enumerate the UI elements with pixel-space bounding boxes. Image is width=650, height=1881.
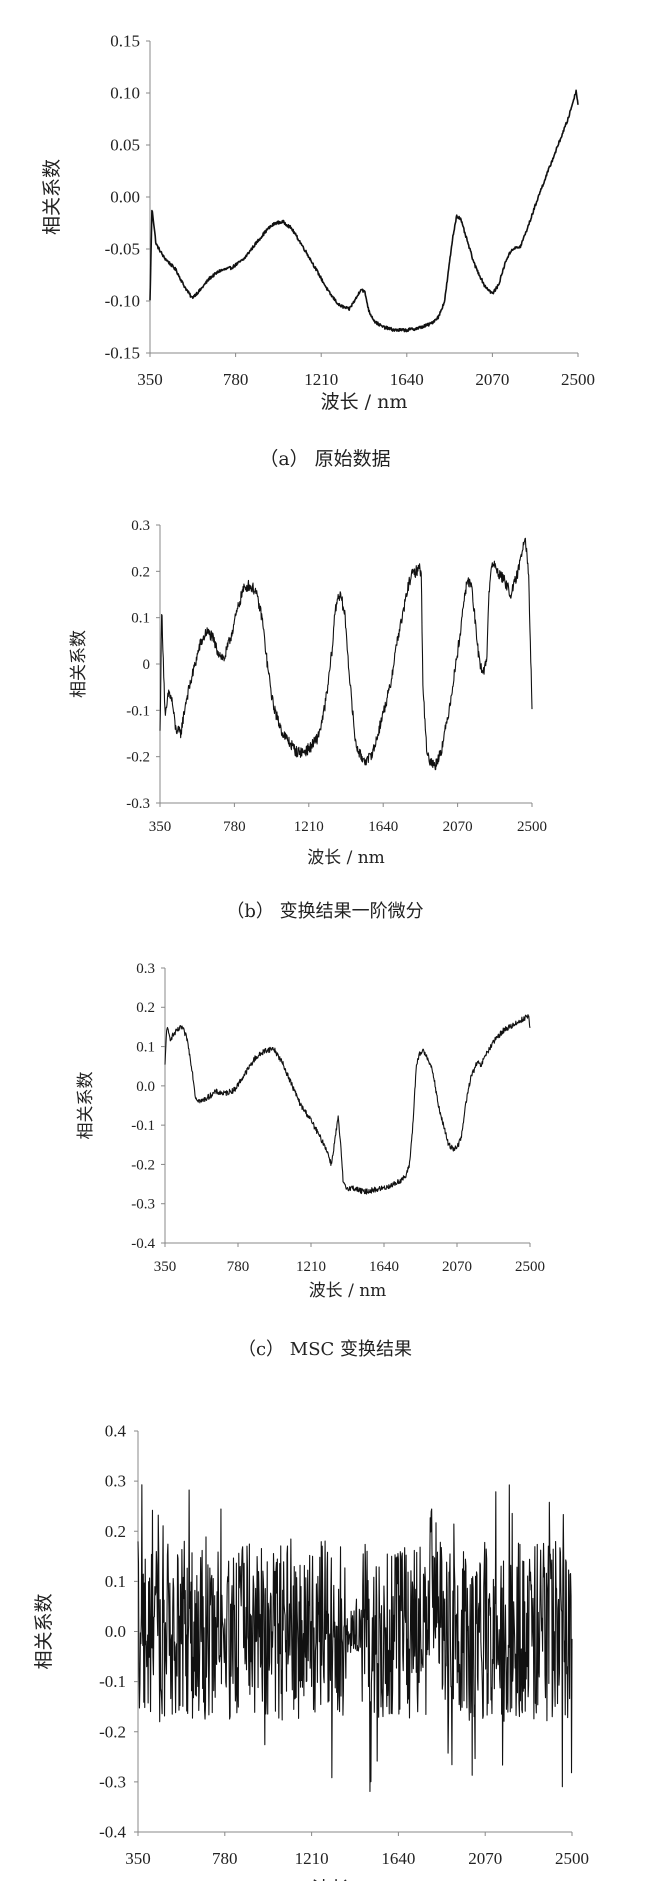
y-tick-label: 0.2 bbox=[136, 1000, 155, 1016]
series-line bbox=[149, 89, 579, 333]
x-tick-label: 1210 bbox=[295, 1849, 329, 1868]
x-tick-label: 350 bbox=[149, 819, 172, 835]
y-tick-label: -0.3 bbox=[99, 1772, 126, 1791]
x-tick-label: 1210 bbox=[294, 819, 324, 835]
y-tick-label: 0.2 bbox=[105, 1522, 126, 1541]
y-tick-label: 0.3 bbox=[105, 1472, 126, 1491]
y-tick-label: 0.1 bbox=[105, 1572, 126, 1591]
y-tick-label: -0.2 bbox=[131, 1157, 155, 1173]
y-axis-title: 相关系数 bbox=[69, 630, 89, 698]
panel-d: 0.4 0.3 0.2 0.1 0.0 -0.1 -0.2 -0.3 -0.4 350 780 121… bbox=[33, 1422, 589, 1881]
series-line bbox=[164, 1014, 531, 1195]
x-tick-label: 2070 bbox=[442, 1259, 472, 1275]
x-tick-label: 1640 bbox=[390, 370, 424, 389]
y-tick-label: -0.2 bbox=[99, 1722, 126, 1741]
panel-caption: （c） MSC 变换结果 bbox=[238, 1339, 412, 1360]
y-tick-label: -0.4 bbox=[99, 1823, 126, 1842]
x-tick-label: 780 bbox=[223, 370, 249, 389]
x-tick-label: 350 bbox=[125, 1849, 151, 1868]
x-tick-label: 350 bbox=[154, 1259, 177, 1275]
panel-c: 0.3 0.2 0.1 0.0 -0.1 -0.2 -0.3 -0.4 350 780 1210 16… bbox=[76, 961, 545, 1360]
y-axis-title: 相关系数 bbox=[76, 1072, 96, 1140]
y-tick-label: -0.4 bbox=[131, 1236, 155, 1252]
panel-b: 0.3 0.2 0.1 0 -0.1 -0.2 -0.3 350 780 1210 1640 2070… bbox=[69, 518, 547, 922]
y-tick-label: -0.3 bbox=[126, 796, 150, 812]
x-tick-label: 1640 bbox=[368, 819, 398, 835]
x-axis-title: 波长 / nm bbox=[312, 1878, 399, 1881]
y-tick-label: -0.3 bbox=[131, 1197, 155, 1213]
x-tick-label: 1640 bbox=[369, 1259, 399, 1275]
x-tick-label: 2070 bbox=[443, 819, 473, 835]
y-tick-label: 0.1 bbox=[131, 611, 150, 627]
x-axis-title: 波长 / nm bbox=[321, 391, 408, 413]
x-tick-label: 1210 bbox=[296, 1259, 326, 1275]
panel-caption: （b） 变换结果一阶微分 bbox=[226, 901, 423, 922]
y-tick-label: 0.3 bbox=[136, 961, 155, 977]
y-tick-label: -0.10 bbox=[105, 292, 140, 311]
x-tick-label: 2500 bbox=[515, 1259, 545, 1275]
x-tick-label: 1210 bbox=[304, 370, 338, 389]
series-line bbox=[159, 537, 533, 771]
y-tick-label: -0.1 bbox=[99, 1672, 126, 1691]
y-tick-label: 0.3 bbox=[131, 518, 150, 534]
panel-caption: （a） 原始数据 bbox=[259, 448, 390, 470]
x-tick-label: 780 bbox=[223, 819, 246, 835]
y-tick-label: 0.4 bbox=[105, 1422, 127, 1441]
y-tick-label: 0.1 bbox=[136, 1040, 155, 1056]
x-tick-label: 780 bbox=[212, 1849, 238, 1868]
y-tick-label: -0.15 bbox=[105, 344, 140, 363]
y-tick-label: 0 bbox=[143, 657, 151, 673]
y-tick-label: -0.1 bbox=[131, 1118, 155, 1134]
y-tick-label: 0.05 bbox=[110, 136, 140, 155]
x-axis-title: 波长 / nm bbox=[307, 848, 385, 868]
y-axis-title: 相关系数 bbox=[41, 159, 63, 235]
panel-a: 0.15 0.10 0.05 0.00 -0.05 -0.10 -0.15 350 780 121… bbox=[41, 32, 595, 470]
x-tick-label: 2500 bbox=[555, 1849, 589, 1868]
x-tick-label: 1640 bbox=[381, 1849, 415, 1868]
x-axis-title: 波长 / nm bbox=[309, 1281, 387, 1301]
y-tick-label: -0.1 bbox=[126, 703, 150, 719]
y-tick-label: 0.0 bbox=[136, 1079, 155, 1095]
x-tick-label: 780 bbox=[227, 1259, 250, 1275]
y-tick-label: 0.2 bbox=[131, 564, 150, 580]
x-tick-label: 2070 bbox=[468, 1849, 502, 1868]
y-tick-label: 0.10 bbox=[110, 84, 140, 103]
y-tick-label: 0.15 bbox=[110, 32, 140, 51]
y-tick-label: 0.0 bbox=[105, 1622, 126, 1641]
x-tick-label: 2500 bbox=[561, 370, 595, 389]
series-line bbox=[137, 1484, 573, 1792]
x-tick-label: 2500 bbox=[517, 819, 547, 835]
y-axis-title: 相关系数 bbox=[33, 1593, 55, 1669]
x-tick-label: 2070 bbox=[475, 370, 509, 389]
x-tick-label: 350 bbox=[137, 370, 163, 389]
y-tick-label: -0.2 bbox=[126, 750, 150, 766]
y-tick-label: 0.00 bbox=[110, 188, 140, 207]
y-tick-label: -0.05 bbox=[105, 240, 140, 259]
